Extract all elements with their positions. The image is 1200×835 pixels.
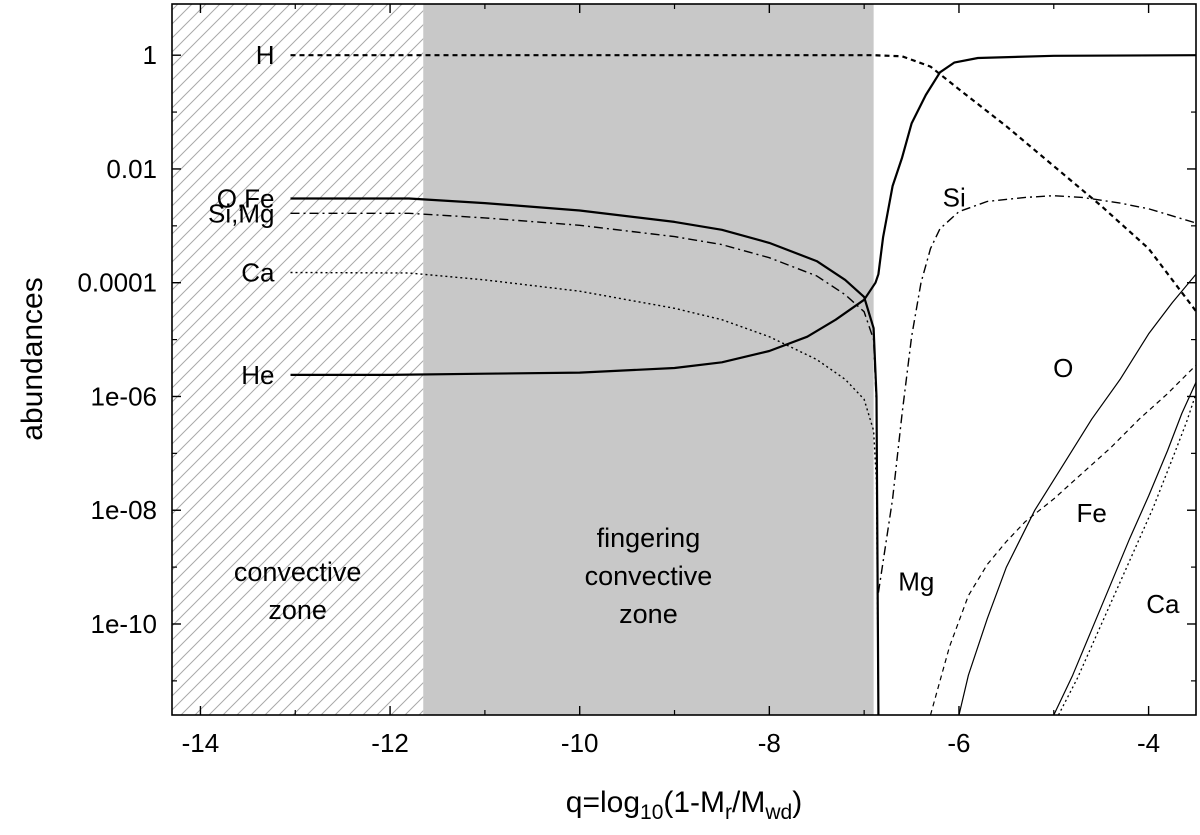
series-label: Si,Mg [208,198,274,228]
x-axis-title-mid2: /M [732,786,765,819]
series-label: O,Fe [217,184,275,214]
x-tick-label: -4 [1137,728,1160,758]
series-line-he-1 [290,54,1196,376]
x-tick-label: -12 [371,728,409,758]
x-tick-label: -8 [758,728,781,758]
x-tick-label: -14 [182,728,220,758]
region-label-line: convective [585,561,713,591]
series-line-ca-4 [290,271,880,715]
series-label: Mg [898,566,934,596]
y-tick-label: 1e-08 [91,495,158,525]
x-axis-title-mid1: (1-M [663,786,725,819]
series-line-mg-7 [929,364,1196,715]
series-line-o-6 [958,273,1196,715]
y-tick-label: 0.01 [106,154,157,184]
series-label: Fe [1077,498,1107,528]
x-axis-title: q=log10(1-Mr/Mwd) [566,786,802,824]
series-line-si-mg-3 [290,212,880,715]
region-label-line: fingering [597,523,701,553]
y-tick-label: 0.0001 [77,268,157,298]
series-line-fe-8 [1053,382,1196,715]
x-axis-title-sub2: r [725,801,732,824]
x-axis-title-main: q=log [566,786,640,819]
x-tick-label: -10 [561,728,599,758]
series-label: Si [943,182,966,212]
series-line-o-fe-2 [290,197,880,715]
series-line-h-0 [290,54,1196,312]
y-tick-label: 1 [143,40,157,70]
x-axis-title-sub3: wd [764,801,792,824]
series-label: He [241,360,274,390]
x-tick-label: -6 [947,728,970,758]
series-line-si-5 [877,195,1196,593]
y-tick-label: 1e-06 [91,381,158,411]
series-label: Ca [1146,589,1180,619]
region-convective-zone [172,4,424,715]
series-label: H [256,40,275,70]
x-axis-title-end: ) [792,786,802,819]
region-fingering-convective-zone [423,4,874,715]
series-line-ca-9 [1057,393,1196,715]
series-label: O [1053,353,1073,383]
region-label-line: zone [268,595,327,625]
y-tick-label: 1e-10 [91,609,158,639]
x-axis-title-sub1: 10 [640,801,663,824]
series-label: Ca [241,257,275,287]
plot-frame [171,3,1197,716]
series-layer [290,54,1196,715]
zone-regions: convective zone fingering convective zone [172,4,874,715]
axes: -14 -12 -10 -8 -6 -4 1 0.01 0.0001 1e-06 1e-08 1e-1… [77,3,1197,758]
region-label-line: zone [619,599,678,629]
y-axis-title: abundances [16,277,49,440]
region-label-line: convective [234,557,362,587]
